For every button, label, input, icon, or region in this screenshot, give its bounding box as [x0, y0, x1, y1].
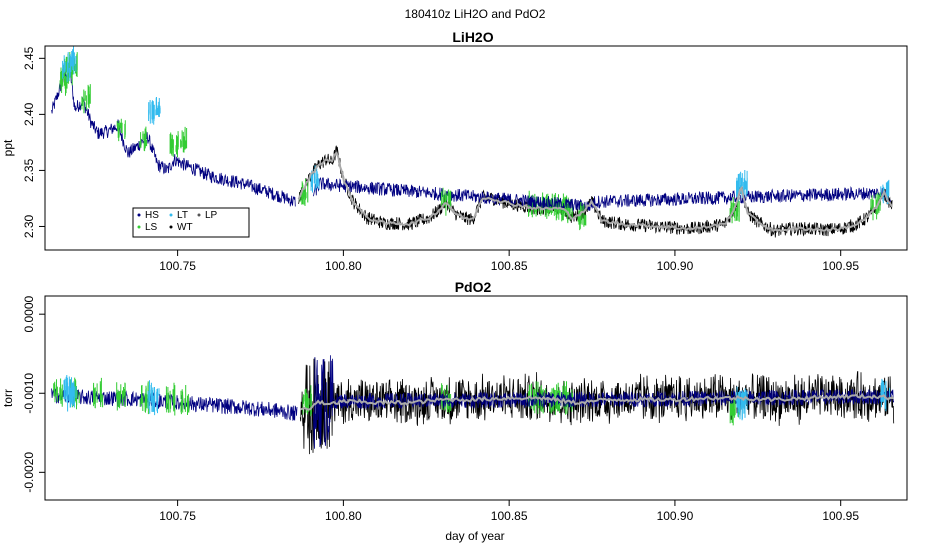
x-tick-label: 100.75 [159, 259, 196, 273]
panel-pdo2: 100.75 100.80 100.85 100.90 100.95 -0.0020 -0.… [1, 295, 908, 523]
x-tick-label: 100.85 [491, 509, 528, 523]
legend-label-hs: HS [145, 210, 159, 221]
series-ls-cluster-1 [53, 377, 190, 416]
legend-swatch-hs [137, 213, 141, 217]
figure-suptitle: 180410z LiH2O and PdO2 [405, 7, 546, 21]
x-tick-label: 100.90 [657, 509, 694, 523]
series-hs-trace-5 [313, 355, 895, 449]
x-axis-label: day of year [445, 529, 504, 543]
x-tick-label: 100.75 [159, 509, 196, 523]
x-tick-label: 100.80 [325, 259, 362, 273]
y-tick-label: 2.40 [22, 102, 36, 126]
legend-swatch-lp [197, 213, 201, 217]
legend-label-ls: LS [145, 222, 158, 233]
legend-swatch-lt [169, 213, 173, 217]
series-wt-trace-3 [298, 145, 893, 238]
panel-lih2o: 100.75 100.80 100.85 100.90 100.95 2.30 2.35 2.… [1, 45, 908, 273]
x-tick-label: 100.80 [325, 509, 362, 523]
plot-layer: 100.75 100.80 100.85 100.90 100.95 2.30 2.35 2.… [1, 45, 908, 523]
y-tick-label: 2.45 [22, 46, 36, 70]
mean-line [300, 392, 895, 411]
legend-swatch-wt [169, 225, 173, 229]
series-hs-trace-5 [313, 177, 891, 212]
plot-frame [44, 295, 908, 501]
y-tick-label: 0.0000 [22, 296, 36, 333]
plot-frame [44, 45, 908, 251]
series-lt-cluster-2 [62, 46, 161, 125]
series-lt-cluster-2 [63, 375, 160, 416]
y-axis-label: torr [1, 389, 15, 407]
series-group [51, 46, 893, 238]
y-tick-label: -0.0020 [22, 452, 36, 493]
panel-title-pdo2: PdO2 [455, 279, 492, 295]
panel-title-lih2o: LiH2O [452, 29, 493, 45]
legend-label-lt: LT [177, 210, 188, 221]
y-tick-label: 2.30 [22, 214, 36, 238]
series-wt-trace-3 [299, 357, 895, 455]
x-tick-label: 100.95 [822, 259, 859, 273]
legend-label-wt: WT [177, 222, 193, 233]
x-tick-label: 100.85 [491, 259, 528, 273]
x-tick-label: 100.90 [657, 259, 694, 273]
legend-box [132, 207, 250, 238]
legend-swatch-ls [137, 225, 141, 229]
series-group [51, 355, 895, 455]
y-tick-label: -0.0010 [22, 373, 36, 414]
y-tick-label: 2.35 [22, 158, 36, 182]
mean-line [297, 151, 893, 233]
x-tick-label: 100.95 [822, 509, 859, 523]
legend-label-lp: LP [205, 210, 218, 221]
series-hs-trace-0 [51, 64, 296, 207]
y-axis-label: ppt [1, 139, 15, 156]
